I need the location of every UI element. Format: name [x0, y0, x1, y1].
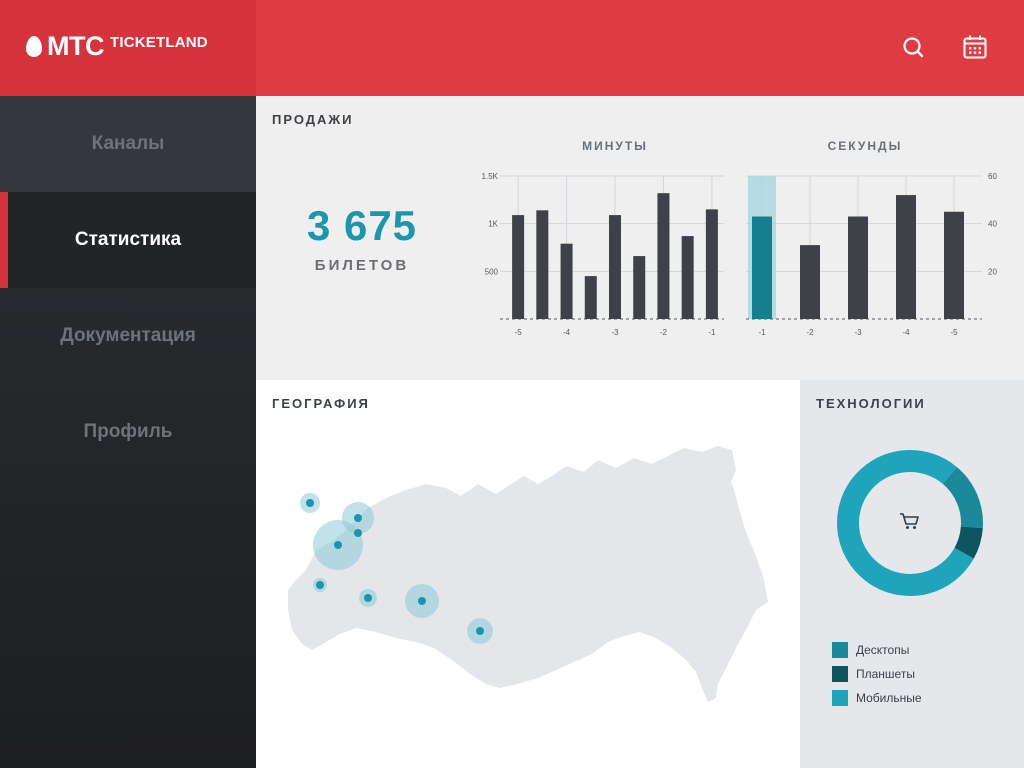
sidebar-item-label: Профиль	[83, 421, 173, 442]
minutes-bar	[705, 209, 718, 319]
minutes-ytick-label: 1K	[488, 220, 498, 229]
header	[256, 0, 1024, 96]
minutes-bar	[681, 236, 694, 319]
logo[interactable]: МТС TICKETLAND	[26, 33, 208, 60]
tickets-label: БИЛЕТОВ	[314, 257, 410, 274]
minutes-bar	[560, 243, 573, 319]
logo-mts: МТС	[47, 31, 104, 61]
map-marker	[476, 627, 484, 635]
minutes-bar	[633, 256, 646, 319]
search-icon[interactable]	[900, 34, 926, 60]
geography-title: ГЕОГРАФИЯ	[272, 396, 370, 411]
seconds-xtick-label: -2	[806, 328, 814, 337]
logo-brand: TICKETLAND	[109, 34, 208, 51]
map-marker	[316, 581, 324, 589]
kamchatka-shape	[718, 446, 736, 490]
donut-slice	[942, 467, 983, 529]
seconds-ytick-label: 20	[988, 267, 997, 276]
sidebar-nav: Каналы Статистика Документация Профиль	[0, 96, 256, 480]
map-marker	[306, 499, 314, 507]
cart-icon	[900, 513, 919, 529]
legend-label: Десктопы	[856, 643, 910, 657]
seconds-xtick-label: -3	[854, 328, 862, 337]
technologies-legend: Десктопы Планшеты Мобильные	[832, 638, 922, 710]
minutes-xtick-label: -1	[708, 328, 716, 337]
sidebar-item-label: Статистика	[74, 229, 182, 250]
seconds-bar	[800, 245, 820, 319]
sidebar-item-profile[interactable]: Профиль	[0, 384, 256, 480]
minutes-bar	[657, 193, 670, 319]
sales-panel: ПРОДАЖИ 3 675 БИЛЕТОВ МИНУТЫ 500 1K 1.5K -5 -…	[256, 96, 1024, 380]
minutes-xtick-label: -2	[660, 328, 668, 337]
legend-label: Планшеты	[856, 667, 915, 681]
seconds-xtick-label: -5	[950, 328, 958, 337]
seconds-chart-title: СЕКУНДЫ	[828, 139, 903, 153]
donut-slice	[837, 450, 974, 596]
seconds-bar	[944, 211, 964, 319]
map-marker	[354, 514, 362, 522]
calendar-icon[interactable]	[962, 34, 988, 60]
technologies-panel: ТЕХНОЛОГИИ Десктопы Планшеты Мобильные	[800, 380, 1024, 768]
minutes-xtick-label: -5	[515, 328, 523, 337]
seconds-ytick-label: 40	[988, 220, 997, 229]
mts-egg-icon	[26, 36, 42, 57]
map-marker	[418, 597, 426, 605]
sidebar: МТС TICKETLAND Каналы Статистика Докумен…	[0, 0, 256, 768]
russia-map	[288, 446, 768, 702]
map-marker	[354, 529, 362, 537]
minutes-bar	[512, 215, 525, 319]
seconds-xtick-label: -1	[758, 328, 766, 337]
legend-item-tablets: Планшеты	[832, 662, 922, 686]
seconds-xtick-label: -4	[902, 328, 910, 337]
logo-bar: МТС TICKETLAND	[0, 0, 256, 96]
seconds-ytick-label: 60	[988, 172, 997, 181]
technologies-title: ТЕХНОЛОГИИ	[816, 396, 926, 411]
sidebar-item-channels[interactable]: Каналы	[0, 96, 256, 192]
minutes-xtick-label: -3	[611, 328, 619, 337]
legend-item-desktops: Десктопы	[832, 638, 922, 662]
sidebar-item-statistics[interactable]: Статистика	[0, 192, 256, 288]
tickets-count: 3 675	[306, 202, 418, 249]
seconds-bar	[848, 216, 868, 319]
legend-swatch	[832, 690, 848, 706]
sales-charts: МИНУТЫ 500 1K 1.5K -5 -4 -3 -2 -1 СЕКУНДЫ 20 40 60 -1…	[482, 139, 998, 337]
minutes-bar	[584, 276, 597, 319]
map-marker	[364, 594, 372, 602]
russia-map-shape	[288, 446, 768, 702]
minutes-ytick-label: 500	[485, 267, 499, 276]
legend-item-mobile: Мобильные	[832, 686, 922, 710]
sidebar-item-documentation[interactable]: Документация	[0, 288, 256, 384]
minutes-chart-title: МИНУТЫ	[582, 139, 648, 153]
legend-swatch	[832, 642, 848, 658]
minutes-bar	[609, 215, 621, 319]
donut-slice	[954, 526, 983, 559]
technologies-donut	[837, 450, 983, 596]
minutes-ytick-label: 1.5K	[482, 172, 499, 181]
minutes-xtick-label: -4	[563, 328, 571, 337]
seconds-bar	[752, 216, 772, 319]
seconds-bar	[896, 195, 916, 319]
sales-title: ПРОДАЖИ	[272, 112, 354, 127]
sidebar-item-label: Документация	[60, 325, 196, 346]
sidebar-item-label: Каналы	[91, 133, 165, 154]
legend-swatch	[832, 666, 848, 682]
map-marker	[334, 541, 342, 549]
minutes-bar	[536, 210, 549, 319]
legend-label: Мобильные	[856, 691, 922, 705]
geography-panel: ГЕОГРАФИЯ	[256, 380, 800, 768]
